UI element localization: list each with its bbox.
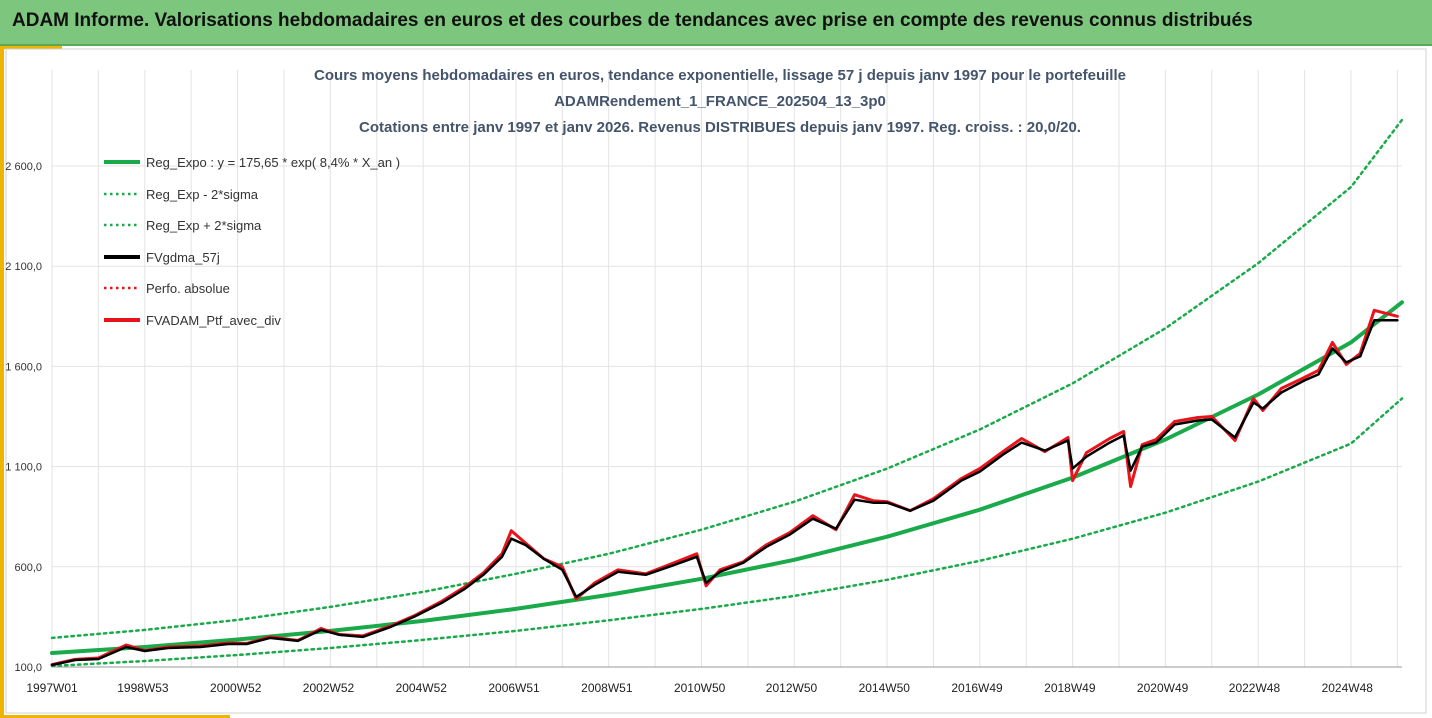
series-fvadam-ptf-avec-div (50, 308, 1399, 667)
x-gridlines (51, 70, 1398, 667)
series-reg-exp-minus-2sigma (50, 397, 1404, 668)
series-reg-exp-plus-2sigma (50, 118, 1404, 640)
y-tick-labels: 100,0 600,0 1 100,0 1 600,0 2 100,0 2 600,0 (5, 161, 42, 674)
x-tick-label: 2004W52 (396, 681, 448, 695)
legend-label-perfo: Perfo. absolue (146, 281, 230, 296)
x-tick-label: 2024W48 (1322, 681, 1374, 695)
legend-label-reg-exp-plus: Reg_Exp + 2*sigma (146, 218, 262, 233)
series-layer (50, 118, 1404, 668)
accent-stripe-bottom (0, 715, 230, 718)
chart-title-line-1: Cours moyens hebdomadaires en euros, ten… (314, 67, 1126, 84)
y-tick-label: 100,0 (14, 662, 42, 674)
accent-stripe-left (0, 46, 4, 718)
x-tick-label: 2000W52 (210, 681, 262, 695)
x-tick-label: 1997W01 (26, 681, 78, 695)
x-tick-label: 2018W49 (1044, 681, 1096, 695)
x-tick-label: 2022W48 (1229, 681, 1281, 695)
legend-label-reg-expo: Reg_Expo : y = 175,65 * exp( 8,4% * X_an… (146, 155, 400, 170)
x-tick-label: 2016W49 (951, 681, 1003, 695)
legend-label-reg-exp-minus: Reg_Exp - 2*sigma (146, 187, 259, 202)
x-tick-label: 1998W53 (117, 681, 169, 695)
legend-label-fvgdma: FVgdma_57j (146, 250, 220, 265)
chart-title-line-2: ADAMRendement_1_FRANCE_202504_13_3p0 (554, 93, 886, 110)
header-bar: ADAM Informe. Valorisations hebdomadaire… (0, 0, 1432, 46)
x-tick-label: 2008W51 (581, 681, 633, 695)
series-perfo-absolue (51, 309, 1399, 666)
x-tick-label: 2020W49 (1137, 681, 1189, 695)
x-tick-label: 2010W50 (674, 681, 726, 695)
y-tick-label: 600,0 (14, 562, 42, 574)
x-tick-label: 2006W51 (488, 681, 540, 695)
chart-border (5, 48, 1427, 714)
chart-title-line-3: Cotations entre janv 1997 et janv 2026. … (359, 119, 1081, 136)
y-tick-label: 2 600,0 (5, 161, 42, 173)
y-tick-label: 1 600,0 (5, 361, 42, 373)
y-tick-label: 1 100,0 (5, 462, 42, 474)
x-tick-labels: 1997W01 1998W53 2000W52 2002W52 2004W52 2006W… (26, 681, 1373, 695)
x-tick-label: 2012W50 (766, 681, 818, 695)
x-tick-label: 2002W52 (303, 681, 355, 695)
legend-label-fvadam: FVADAM_Ptf_avec_div (146, 313, 281, 328)
accent-stripe-top (0, 46, 62, 49)
series-fvgdma-57j (50, 319, 1399, 667)
page-title: ADAM Informe. Valorisations hebdomadaire… (12, 10, 1253, 31)
y-tick-label: 2 100,0 (5, 261, 42, 273)
legend: Reg_Expo : y = 175,65 * exp( 8,4% * X_an… (104, 155, 400, 328)
series-reg-expo (50, 300, 1404, 655)
x-tick-label: 2014W50 (859, 681, 911, 695)
